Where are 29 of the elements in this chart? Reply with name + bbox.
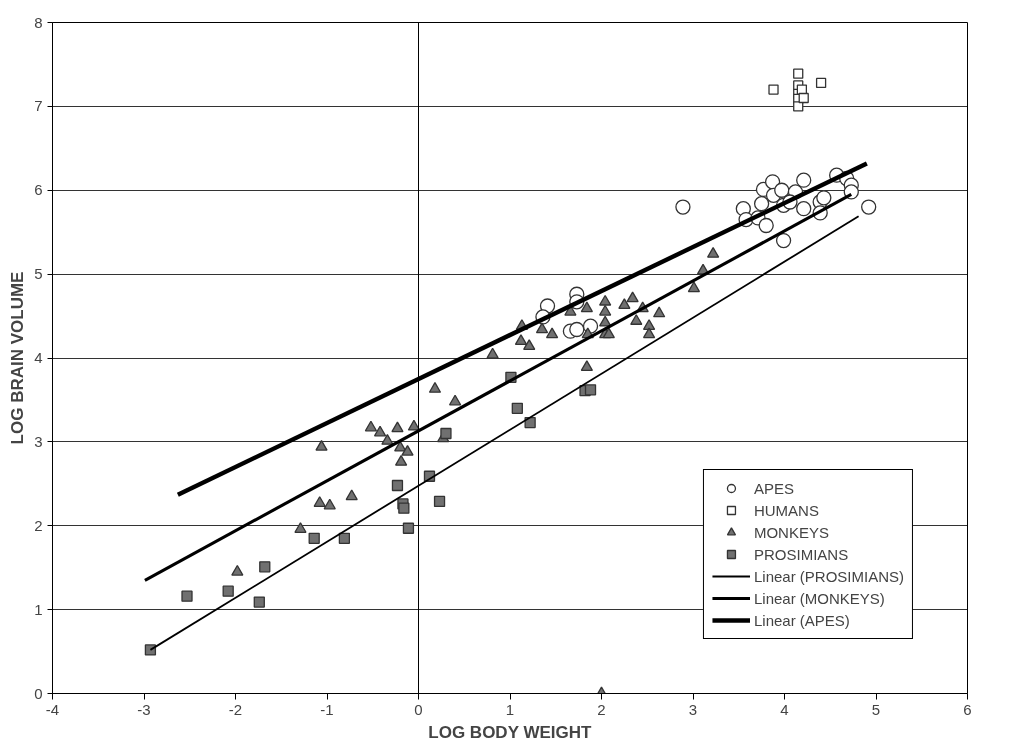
legend-label: APES <box>753 479 794 497</box>
legend-label: PROSIMIANS <box>753 545 849 563</box>
y-tick-label: 6 <box>34 181 43 199</box>
legend-label: Linear (PROSIMIANS) <box>753 567 904 585</box>
y-tick-label: 2 <box>34 516 43 534</box>
legend-label: MONKEYS <box>753 523 829 541</box>
x-tick-label: 3 <box>688 700 698 718</box>
legend-label: Linear (APES) <box>753 611 850 629</box>
y-tick-label: 5 <box>34 265 43 283</box>
x-tick-label: -4 <box>45 700 60 718</box>
y-tick-label: 0 <box>34 684 43 702</box>
y-tick-label: 4 <box>34 349 43 366</box>
legend-label: HUMANS <box>753 501 819 519</box>
y-axis-title: LOG BRAIN VOLUME <box>7 271 27 445</box>
x-tick-label: -1 <box>320 700 334 718</box>
x-axis-title: LOG BODY WEIGHT <box>428 722 592 742</box>
x-tick-label: 1 <box>505 700 515 718</box>
y-tick-label: 7 <box>34 97 43 115</box>
x-tick-label: 0 <box>414 700 423 718</box>
y-tick-label: 1 <box>34 600 43 618</box>
x-tick-label: -3 <box>137 700 151 718</box>
legend-label: Linear (MONKEYS) <box>753 589 885 607</box>
x-tick-label: 2 <box>597 700 606 718</box>
y-tick-label: 3 <box>34 432 43 450</box>
x-tick-label: 5 <box>871 700 881 718</box>
y-tick-label: 8 <box>34 13 43 31</box>
x-tick-label: 4 <box>780 700 789 718</box>
x-tick-label: -2 <box>228 700 243 718</box>
x-tick-label: 6 <box>963 700 972 718</box>
